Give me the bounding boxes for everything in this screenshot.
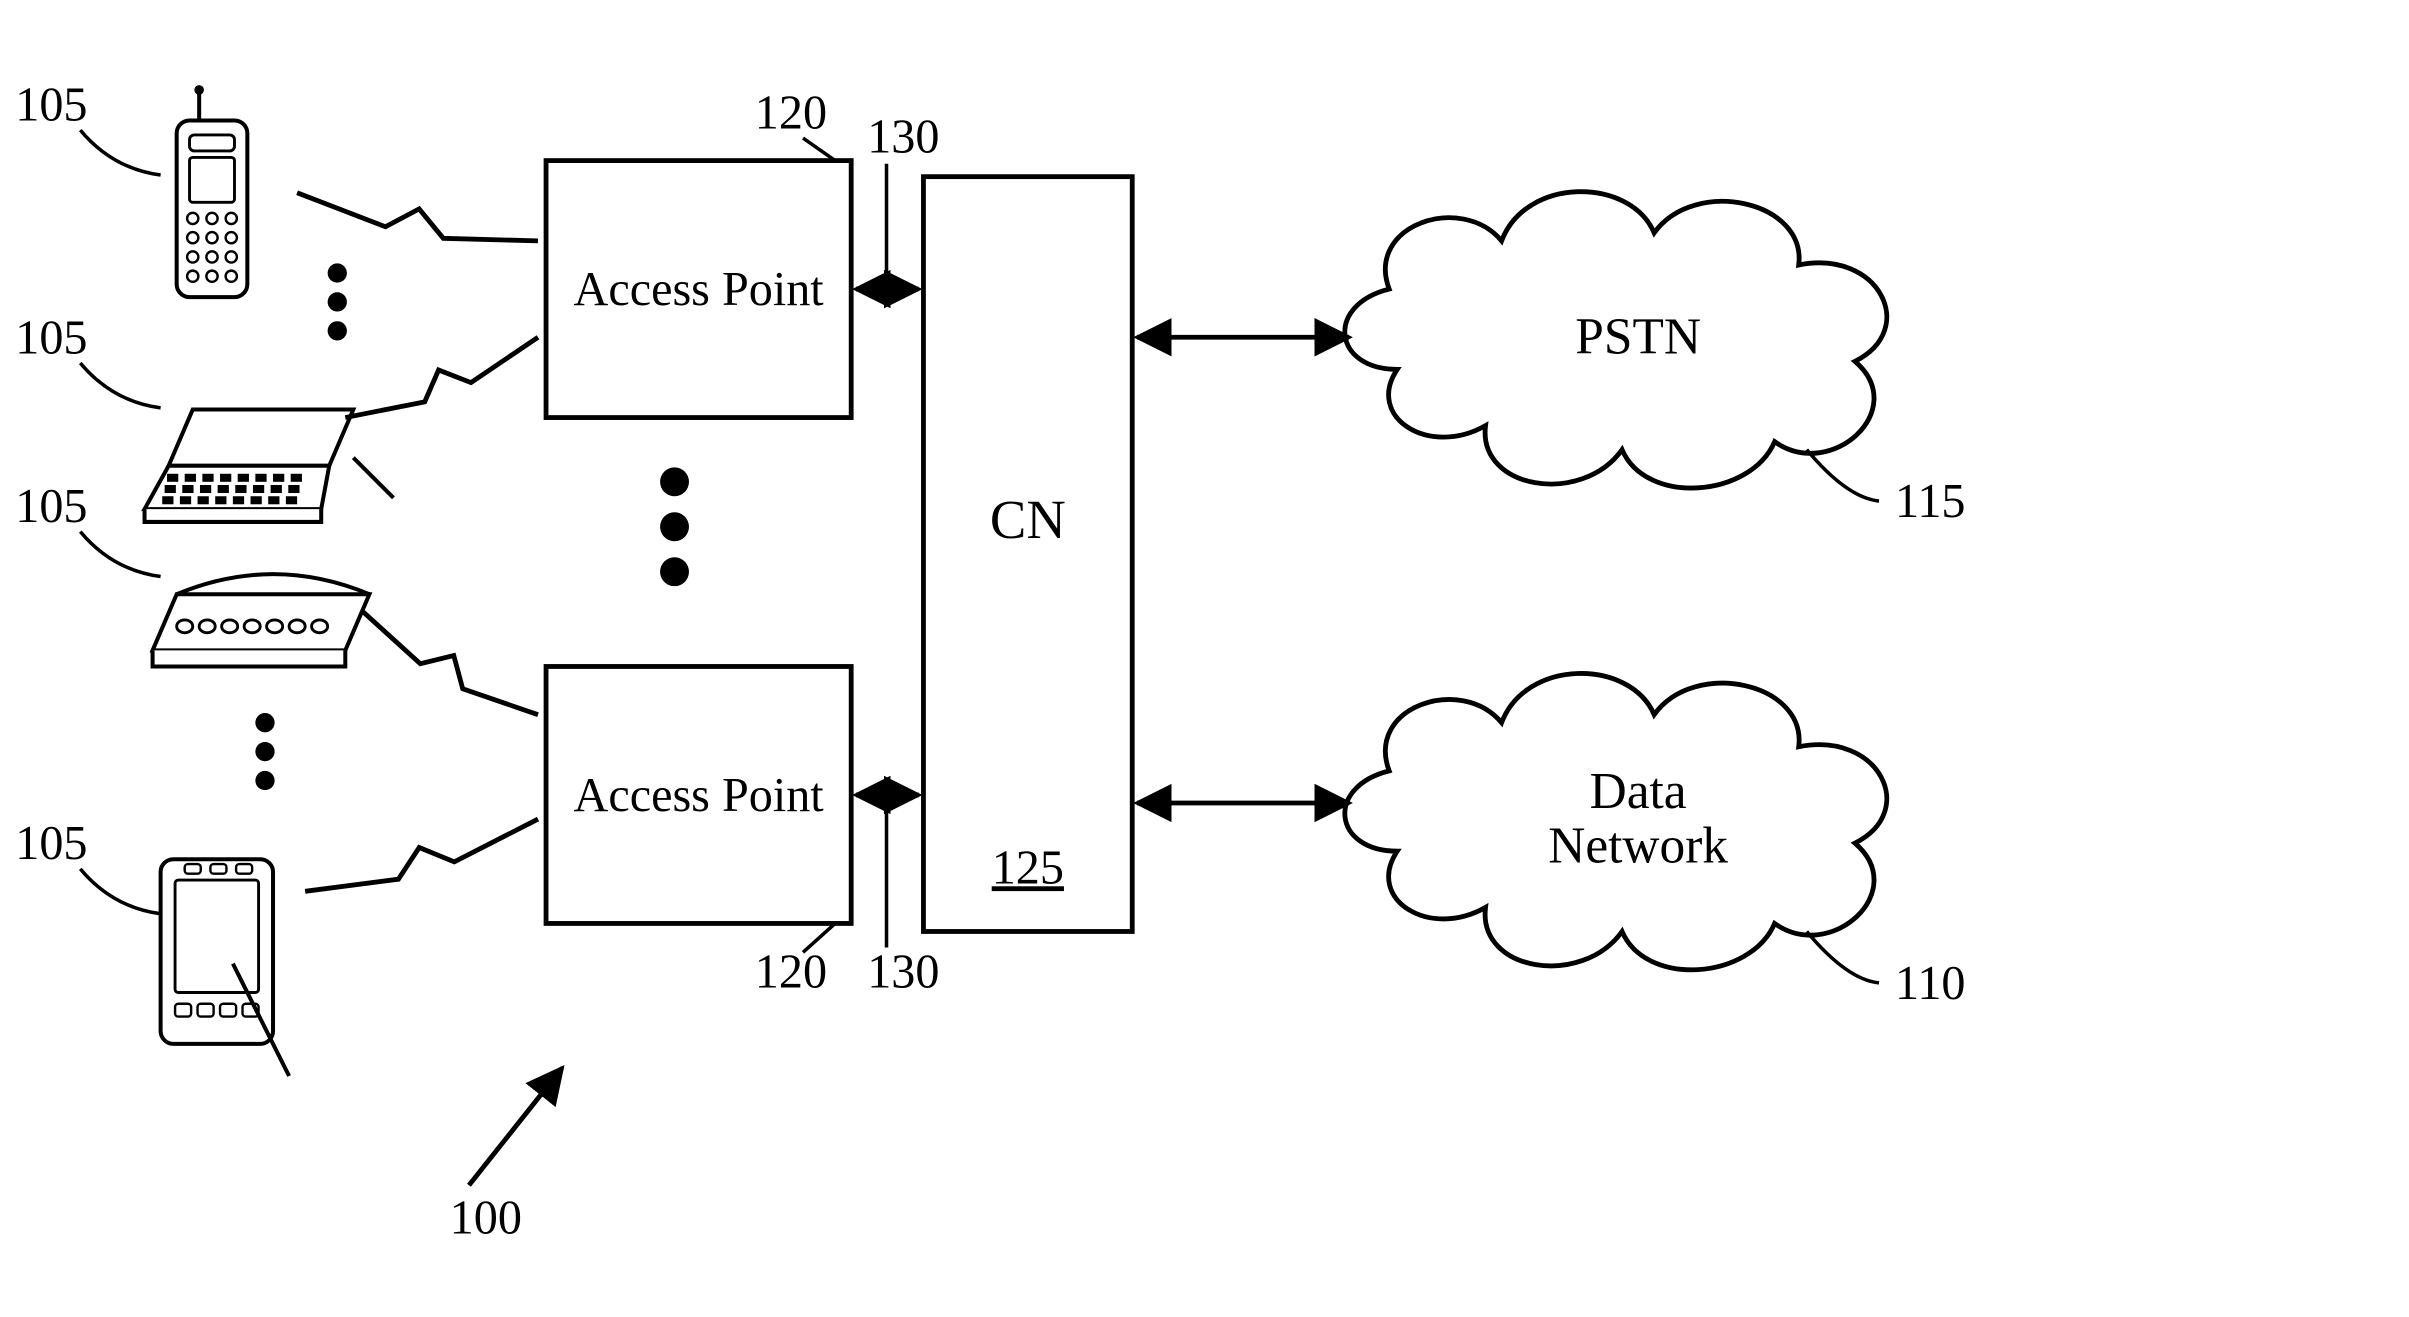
ref-label-130: 130 <box>867 946 939 999</box>
cloud-label: Data <box>1590 763 1687 820</box>
ref-label-105: 105 <box>15 480 87 533</box>
ellipsis-dot <box>328 292 347 311</box>
access-point-label: Access Point <box>574 263 825 316</box>
device-pda <box>161 859 289 1076</box>
device-phone <box>177 85 248 297</box>
device-case <box>153 574 370 666</box>
device-laptop <box>145 410 394 522</box>
ref-label-105: 105 <box>15 817 87 870</box>
ellipsis-dot <box>328 263 347 282</box>
core-network-label: CN <box>990 489 1066 550</box>
ellipsis-dot <box>660 467 689 496</box>
wireless-link <box>345 337 538 417</box>
ellipsis-dot <box>660 512 689 541</box>
cloud-label: PSTN <box>1575 308 1701 365</box>
ref-leader <box>80 869 160 914</box>
ref-label-120: 120 <box>755 86 827 139</box>
ellipsis-dot <box>255 742 274 761</box>
ref-label-110: 110 <box>1895 957 1965 1010</box>
ellipsis-dot <box>660 557 689 586</box>
ref-label-100: 100 <box>450 1191 522 1244</box>
ref-label-130: 130 <box>867 111 939 164</box>
ref-leader <box>80 363 160 408</box>
ref-leader <box>80 532 160 577</box>
ref-leader <box>80 130 160 175</box>
ref-arrow-100 <box>469 1068 562 1185</box>
ref-label-105: 105 <box>15 311 87 364</box>
ellipsis-dot <box>328 321 347 340</box>
ref-label-125: 125 <box>992 841 1064 894</box>
ellipsis-dot <box>255 713 274 732</box>
ellipsis-dot <box>255 771 274 790</box>
wireless-link <box>361 610 538 714</box>
core-network <box>923 177 1132 932</box>
wireless-link <box>305 819 538 891</box>
wireless-link <box>297 193 538 241</box>
access-point-label: Access Point <box>574 769 825 822</box>
cloud-label: Network <box>1548 817 1728 874</box>
ref-label-115: 115 <box>1895 475 1965 528</box>
ref-label-105: 105 <box>15 78 87 131</box>
ref-label-120: 120 <box>755 946 827 999</box>
